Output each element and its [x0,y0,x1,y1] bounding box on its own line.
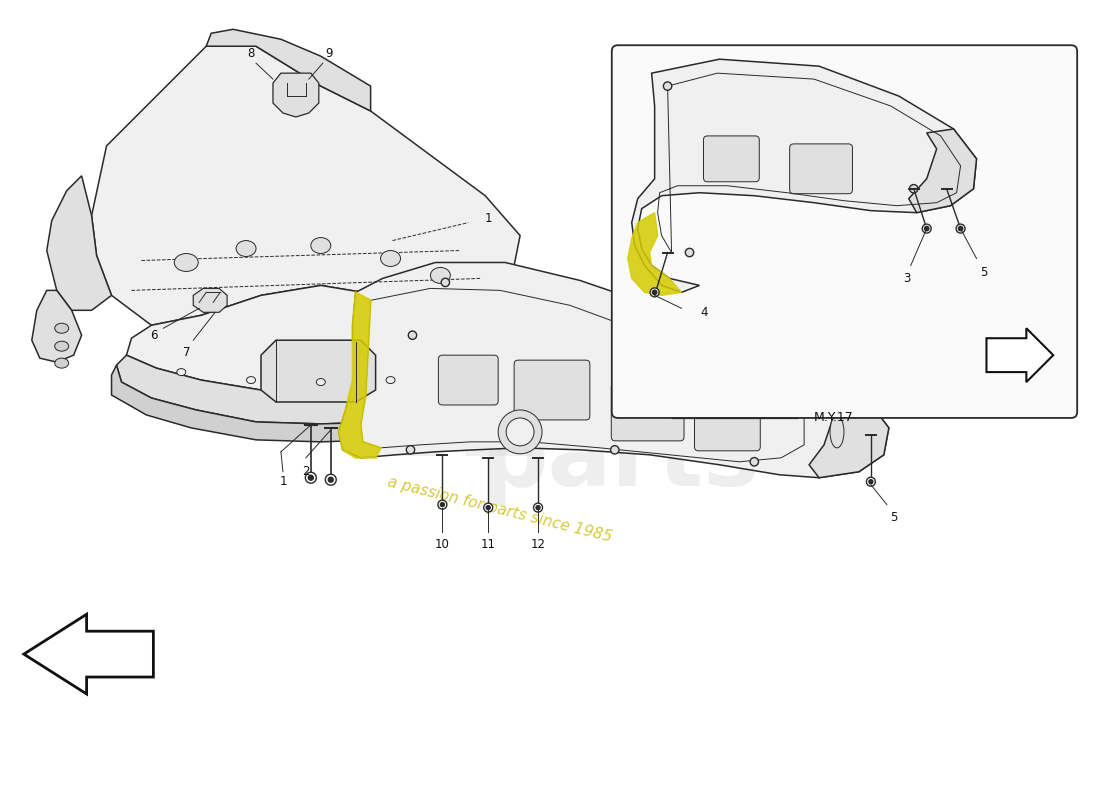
Polygon shape [339,292,381,458]
Polygon shape [987,328,1053,382]
Text: 11: 11 [481,538,496,551]
Text: parts: parts [480,414,759,506]
Ellipse shape [430,267,450,283]
Polygon shape [111,365,505,442]
Circle shape [326,474,337,486]
Text: 1: 1 [279,475,287,488]
Polygon shape [91,46,520,326]
Text: 5: 5 [980,266,987,279]
FancyBboxPatch shape [439,355,498,405]
Circle shape [650,288,659,297]
Polygon shape [24,614,153,694]
Text: 2: 2 [302,466,309,478]
Circle shape [486,506,491,510]
Polygon shape [32,290,81,362]
Text: M.Y.17: M.Y.17 [814,411,854,425]
Polygon shape [126,286,510,392]
FancyBboxPatch shape [612,46,1077,418]
Text: 8: 8 [248,46,255,60]
Circle shape [663,82,672,90]
FancyBboxPatch shape [694,405,760,451]
Circle shape [328,478,333,482]
Text: 21: 21 [359,357,542,483]
Circle shape [306,472,317,483]
Text: 4: 4 [701,306,708,319]
Polygon shape [273,73,319,117]
Circle shape [956,224,965,233]
Ellipse shape [177,369,186,375]
Ellipse shape [446,369,454,375]
Polygon shape [194,288,227,312]
Text: 1: 1 [484,212,492,225]
Circle shape [438,500,447,509]
Ellipse shape [311,238,331,254]
Circle shape [869,480,873,484]
Circle shape [750,458,759,466]
Circle shape [408,331,417,339]
Circle shape [958,226,962,230]
FancyBboxPatch shape [790,144,852,194]
Circle shape [685,248,694,257]
Ellipse shape [830,416,844,448]
FancyBboxPatch shape [704,136,759,182]
Circle shape [484,503,493,512]
Text: 9: 9 [324,46,332,60]
Polygon shape [628,213,682,295]
Circle shape [441,278,450,286]
Ellipse shape [317,378,326,386]
Ellipse shape [386,377,395,383]
Circle shape [406,446,415,454]
Circle shape [308,475,314,480]
Text: 3: 3 [903,272,911,285]
Circle shape [440,502,444,506]
Ellipse shape [174,254,198,271]
Circle shape [652,290,657,294]
Polygon shape [47,176,111,310]
Circle shape [922,224,932,233]
Circle shape [924,226,928,230]
Polygon shape [117,355,505,424]
Text: 5: 5 [890,511,898,524]
Polygon shape [631,59,977,292]
Text: 12: 12 [530,538,546,551]
Text: 10: 10 [434,538,450,551]
Circle shape [867,478,876,486]
Polygon shape [261,340,375,402]
Circle shape [610,446,619,454]
Polygon shape [794,362,889,478]
Circle shape [536,506,540,510]
Text: a passion for parts since 1985: a passion for parts since 1985 [386,474,614,545]
Ellipse shape [55,358,68,368]
Ellipse shape [381,250,400,266]
Circle shape [498,410,542,454]
FancyBboxPatch shape [612,383,684,441]
Ellipse shape [55,342,68,351]
Text: 6: 6 [150,329,157,342]
FancyBboxPatch shape [514,360,590,420]
Circle shape [910,185,917,193]
Circle shape [786,394,795,402]
Ellipse shape [55,323,68,334]
Ellipse shape [236,241,256,257]
Polygon shape [206,30,371,111]
Ellipse shape [246,377,255,383]
Polygon shape [339,262,889,478]
Polygon shape [909,129,977,213]
Circle shape [506,418,535,446]
Circle shape [534,503,542,512]
Text: 7: 7 [183,346,190,358]
